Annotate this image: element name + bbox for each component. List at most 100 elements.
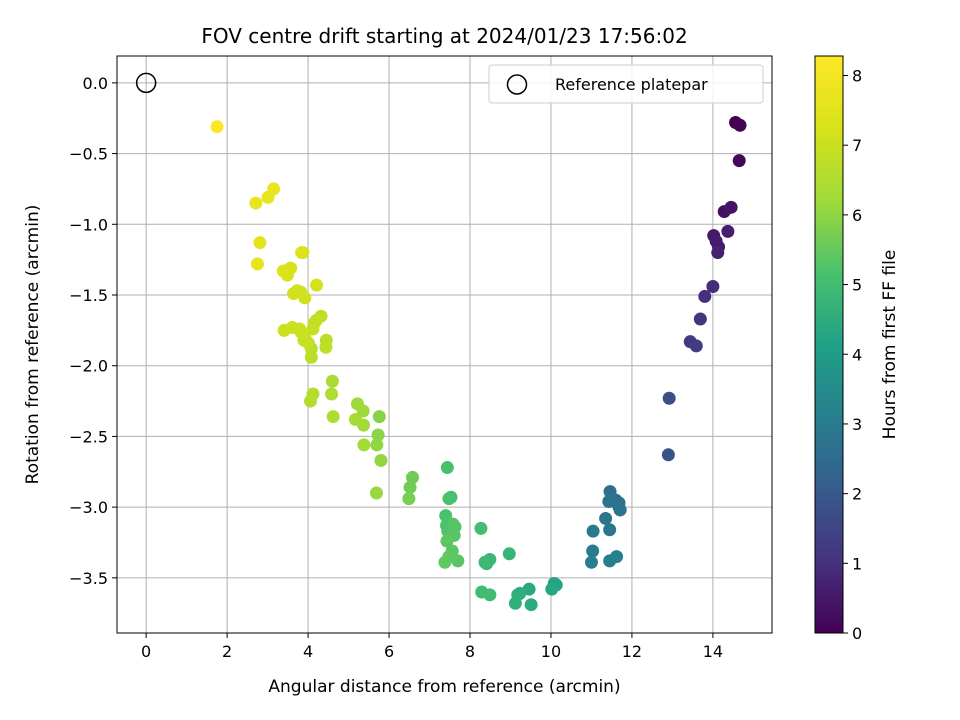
data-point (439, 509, 453, 523)
data-point (403, 480, 417, 494)
data-point (599, 511, 613, 525)
x-tick-label: 8 (465, 642, 475, 661)
x-tick-label: 4 (303, 642, 313, 661)
x-tick-label: 2 (222, 642, 232, 661)
colorbar: 0 1 2 3 4 5 6 7 8 Hours from first FF file (814, 55, 900, 643)
data-point (304, 350, 318, 364)
colorbar-tick-label: 3 (852, 415, 862, 434)
colorbar-tick-label: 1 (852, 554, 862, 573)
data-point (287, 287, 301, 301)
data-point (732, 154, 746, 168)
data-point (586, 544, 600, 558)
colorbar-tick-label: 0 (852, 624, 862, 643)
data-point (603, 523, 617, 537)
y-tick-label: −2.5 (69, 427, 108, 446)
data-point (267, 182, 281, 196)
data-point (276, 264, 290, 278)
plot-frame (116, 55, 773, 634)
x-tick-label: 6 (384, 642, 394, 661)
data-point (277, 323, 291, 337)
data-point (326, 410, 340, 424)
y-tick-label: −0.5 (69, 145, 108, 164)
data-point (610, 550, 624, 564)
data-point (440, 461, 454, 475)
data-point (483, 588, 497, 602)
y-axis-label: Rotation from reference (arcmin) (23, 205, 43, 485)
data-point (706, 280, 720, 294)
data-point (474, 521, 488, 535)
data-point (602, 494, 616, 508)
data-point (442, 492, 456, 506)
data-point (310, 278, 324, 292)
legend-box (488, 64, 764, 104)
data-point (440, 534, 454, 548)
colorbar-tick-label: 6 (852, 206, 862, 225)
data-point (348, 412, 362, 426)
y-tick-label: 0.0 (83, 74, 108, 93)
x-tick-label: 0 (141, 642, 151, 661)
data-point (325, 387, 339, 401)
colorbar-label: Hours from first FF file (880, 250, 900, 440)
chart-title: FOV centre drift starting at 2024/01/23 … (201, 24, 687, 48)
data-point (306, 322, 320, 336)
data-point (357, 438, 371, 452)
reference-marker (135, 72, 157, 94)
scatter-points (210, 115, 747, 612)
data-point (586, 524, 600, 538)
data-point (295, 246, 309, 260)
data-point (306, 387, 320, 401)
legend: Reference platepar (488, 64, 764, 104)
colorbar-tick-label: 5 (852, 276, 862, 295)
data-point (612, 500, 626, 514)
data-point (253, 236, 267, 250)
data-point (711, 246, 725, 260)
data-point (325, 374, 339, 388)
data-point (733, 118, 747, 132)
data-point (502, 547, 516, 561)
data-point (524, 598, 538, 612)
data-point (369, 486, 383, 500)
colorbar-ticks: 0 1 2 3 4 5 6 7 8 (843, 67, 862, 643)
y-tick-label: −3.5 (69, 569, 108, 588)
data-point (370, 438, 384, 452)
data-point (250, 257, 264, 271)
colorbar-gradient (814, 55, 844, 634)
data-point (371, 428, 385, 442)
data-point (350, 397, 364, 411)
y-tick-label: −2.0 (69, 357, 108, 376)
data-point (584, 555, 598, 569)
data-point (478, 555, 492, 569)
data-point (513, 586, 527, 600)
data-point (689, 339, 703, 353)
colorbar-tick-label: 8 (852, 67, 862, 86)
data-point (698, 289, 712, 303)
data-point (724, 200, 738, 214)
data-point (545, 582, 559, 596)
colorbar-tick-label: 4 (852, 345, 862, 364)
data-point (374, 453, 388, 467)
data-point (661, 448, 675, 462)
grid (117, 56, 772, 633)
data-point (249, 196, 263, 210)
data-point (721, 224, 735, 238)
y-ticks: 0.0 −0.5 −1.0 −1.5 −2.0 −2.5 −3.0 −3.5 (69, 74, 117, 588)
legend-marker (506, 74, 528, 95)
data-point (662, 391, 676, 405)
x-axis-label: Angular distance from reference (arcmin) (268, 677, 620, 697)
y-tick-label: −1.5 (69, 286, 108, 305)
data-point (319, 340, 333, 354)
data-point (372, 410, 386, 424)
y-tick-label: −3.0 (69, 498, 108, 517)
data-point (693, 312, 707, 326)
colorbar-tick-label: 7 (852, 136, 862, 155)
x-tick-label: 14 (703, 642, 723, 661)
legend-label: Reference platepar (555, 75, 708, 94)
y-tick-label: −1.0 (69, 215, 108, 234)
data-point (402, 492, 416, 506)
x-tick-label: 12 (622, 642, 642, 661)
x-tick-label: 10 (541, 642, 561, 661)
data-point (406, 470, 420, 484)
data-point (210, 120, 224, 134)
data-point (438, 555, 452, 569)
